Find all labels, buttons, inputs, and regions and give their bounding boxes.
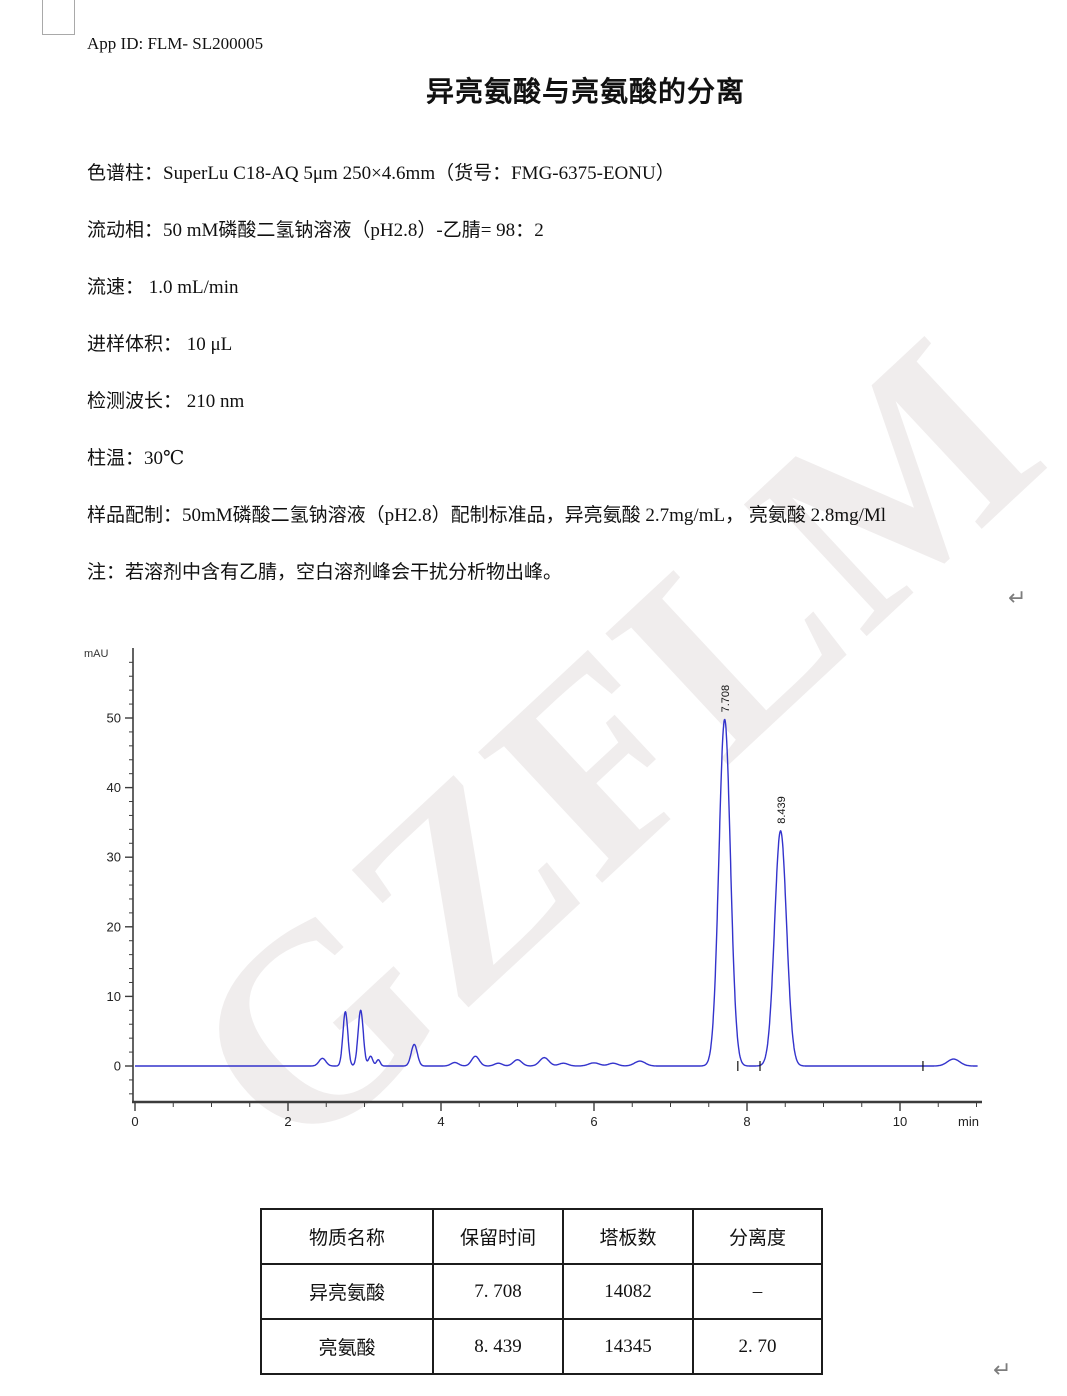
y-tick-label: 20	[107, 919, 121, 934]
results-table-head: 物质名称 保留时间 塔板数 分离度	[260, 1208, 823, 1265]
y-axis-unit-label: mAU	[84, 648, 109, 660]
y-tick-label: 10	[107, 989, 121, 1004]
peak-retention-label: 7.708	[720, 685, 732, 713]
x-tick-label: 10	[893, 1114, 907, 1129]
results-table: 物质名称 保留时间 塔板数 分离度 异亮氨酸 7. 708 14082– 亮氨酸 8. 439…	[260, 1208, 823, 1375]
app-id: App ID: FLM- SL200005	[87, 34, 264, 53]
param-wavelength: 检测波长： 210 nm	[87, 391, 245, 412]
chromatogram-trace	[134, 718, 978, 1067]
table-row: 亮氨酸 8. 439 14345 2. 70	[260, 1318, 823, 1375]
x-tick-label: 2	[284, 1114, 291, 1129]
table-cell: 14345	[562, 1318, 694, 1375]
param-column-temp: 柱温：30℃	[87, 448, 185, 469]
y-tick-label: 50	[107, 711, 121, 726]
y-tick-label: 30	[107, 850, 121, 865]
table-cell: 异亮氨酸	[260, 1263, 434, 1320]
param-sample-prep: 样品配制：50mM磷酸二氢钠溶液（pH2.8）配制标准品，异亮氨酸 2.7mg/…	[87, 505, 887, 526]
table-header-cell: 分离度	[692, 1208, 823, 1265]
table-cell: 7. 708	[432, 1263, 564, 1320]
table-cell: 亮氨酸	[260, 1318, 434, 1375]
results-table-body: 异亮氨酸 7. 708 14082– 亮氨酸 8. 439 14345 2. 70	[260, 1263, 823, 1375]
table-header-cell: 保留时间	[432, 1208, 564, 1265]
table-cell: 8. 439	[432, 1318, 564, 1375]
x-tick-label: 6	[590, 1114, 597, 1129]
x-tick-label: 0	[131, 1114, 138, 1129]
y-tick-label: 0	[114, 1059, 121, 1074]
corner-box	[42, 0, 75, 35]
table-row: 异亮氨酸 7. 708 14082–	[260, 1263, 823, 1320]
param-flow-rate: 流速： 1.0 mL/min	[87, 277, 239, 298]
chromatogram-plot: 0 10 20 30 40 50 mAU 0 2 4 6 8 10 min 7.708 8.439	[84, 648, 982, 1129]
table-header-row: 物质名称 保留时间 塔板数 分离度	[260, 1208, 823, 1265]
x-axis-unit-label: min	[958, 1114, 979, 1129]
peak-retention-label: 8.439	[776, 796, 788, 824]
param-note: 注：若溶剂中含有乙腈，空白溶剂峰会干扰分析物出峰。	[87, 562, 563, 583]
table-header-cell: 塔板数	[562, 1208, 694, 1265]
page-title: 异亮氨酸与亮氨酸的分离	[425, 77, 745, 108]
x-tick-label: 8	[743, 1114, 750, 1129]
chromatogram: 0 10 20 30 40 50 mAU 0 2 4 6 8 10 min 7.708 8.439	[0, 630, 1000, 1145]
param-column: 色谱柱：SuperLu C18-AQ 5μm 250×4.6mm（货号：FMG-…	[87, 163, 675, 184]
table-cell: 2. 70	[692, 1318, 823, 1375]
x-tick-label: 4	[437, 1114, 444, 1129]
table-cell: 14082	[562, 1263, 694, 1320]
param-injection-volume: 进样体积： 10 μL	[87, 334, 233, 355]
paragraph-return-icon: ↵	[993, 1358, 1012, 1383]
table-header-cell: 物质名称	[260, 1208, 434, 1265]
paragraph-return-icon: ↵	[1008, 586, 1027, 611]
param-mobile-phase: 流动相：50 mM磷酸二氢钠溶液（pH2.8）-乙腈= 98：2	[87, 220, 544, 241]
table-cell: –	[692, 1263, 823, 1320]
y-tick-label: 40	[107, 780, 121, 795]
